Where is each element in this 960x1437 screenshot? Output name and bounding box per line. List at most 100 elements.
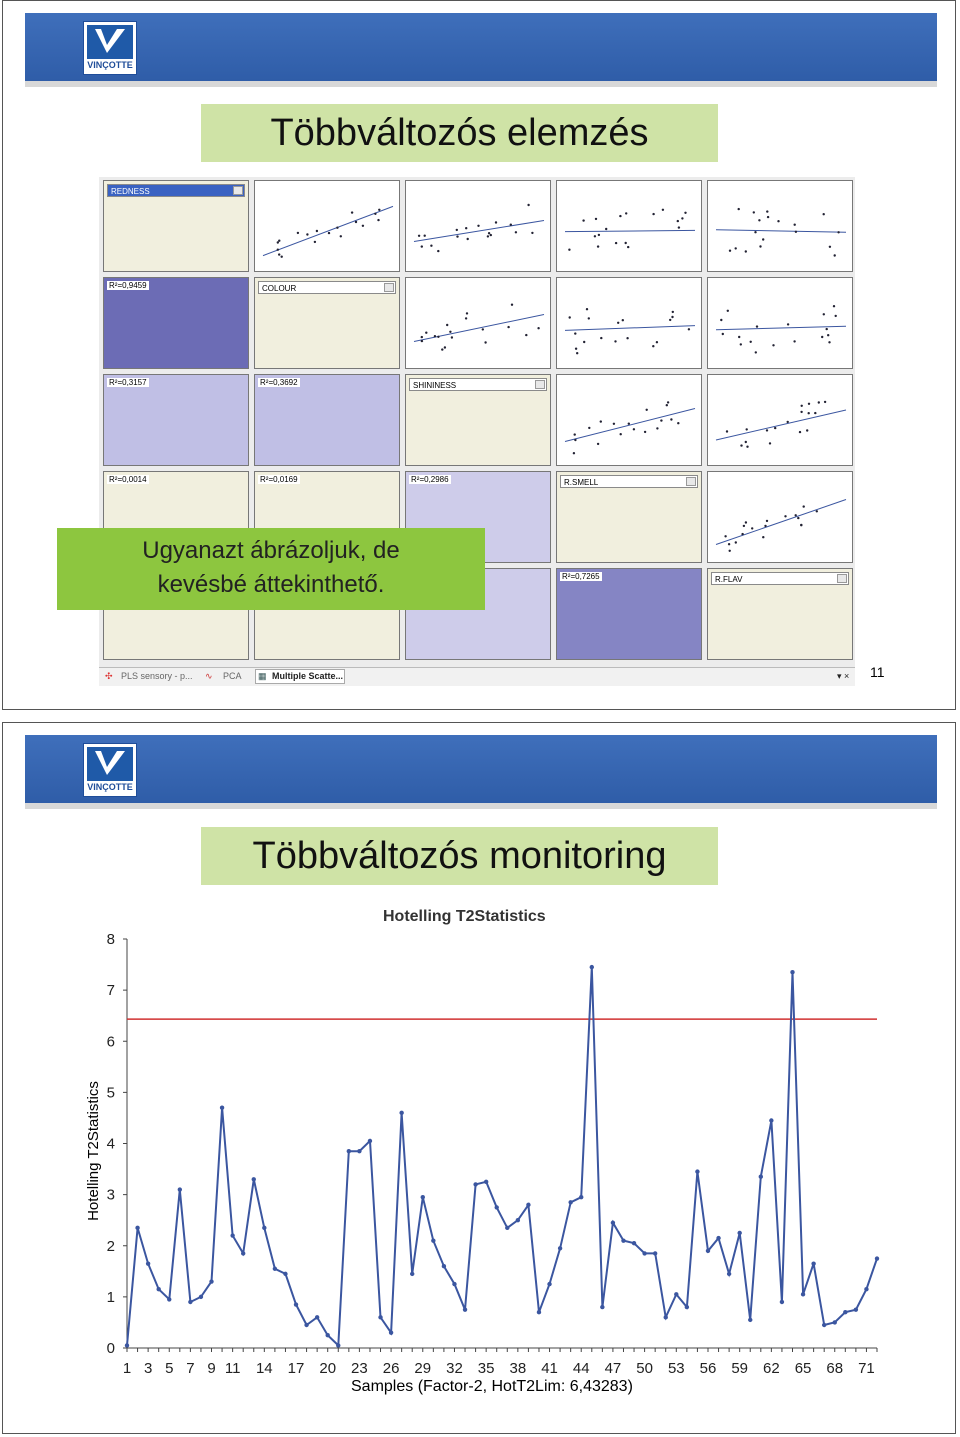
- data-point: [705, 1248, 711, 1254]
- scatter-point: [574, 438, 577, 442]
- data-point: [790, 970, 795, 975]
- trend-line: [715, 229, 847, 233]
- scatter-point: [361, 224, 365, 227]
- data-point: [124, 1343, 130, 1348]
- scatter-point: [800, 410, 803, 414]
- taskbar-tab-pls[interactable]: PLS sensory - p...: [121, 671, 193, 681]
- data-point: [177, 1187, 183, 1192]
- data-point: [251, 1177, 256, 1182]
- scatter-point: [752, 211, 755, 214]
- scatter-point: [464, 317, 468, 320]
- scatter-point: [619, 214, 622, 218]
- scatter-point: [627, 422, 630, 425]
- scatter-point: [755, 325, 759, 328]
- x-tick-label: 20: [319, 1360, 336, 1377]
- scatter-point: [777, 220, 780, 223]
- data-point: [610, 1220, 616, 1225]
- scatter-point: [656, 427, 659, 430]
- mini-scatter: [405, 277, 551, 369]
- scatter-point: [759, 245, 762, 248]
- x-tick-label: 23: [351, 1360, 368, 1377]
- variable-select[interactable]: R.FLAV: [711, 572, 849, 585]
- chevron-down-icon[interactable]: [837, 574, 847, 583]
- variable-select[interactable]: COLOUR: [258, 281, 396, 294]
- scatter-point: [734, 541, 737, 544]
- scatter-point: [828, 245, 832, 248]
- x-axis-title: Samples (Factor-2, HotT2Lim: 6,43283): [351, 1378, 633, 1395]
- y-tick-label: 8: [107, 931, 115, 948]
- scatter-point: [764, 524, 767, 528]
- chart-title: Hotelling T2Statistics: [383, 908, 546, 925]
- x-tick-label: 9: [207, 1360, 215, 1377]
- scatter-point: [786, 420, 789, 424]
- data-point: [483, 1179, 489, 1185]
- variable-select[interactable]: REDNESS: [107, 184, 245, 197]
- data-point: [357, 1148, 362, 1154]
- y-tick-label: 6: [107, 1033, 115, 1050]
- data-point: [336, 1343, 341, 1348]
- y-tick-label: 1: [107, 1289, 115, 1306]
- scatter-point: [793, 340, 796, 343]
- scatter-point: [762, 536, 765, 539]
- scatter-point: [758, 219, 761, 222]
- data-point: [431, 1238, 436, 1243]
- taskbar-controls[interactable]: ▾ ×: [837, 671, 850, 681]
- x-tick-label: 62: [763, 1360, 780, 1377]
- scatter-point: [765, 429, 769, 432]
- scatter-app-icon: ✣: [105, 671, 113, 681]
- scatter-point: [625, 212, 628, 215]
- chevron-down-icon[interactable]: [686, 477, 696, 486]
- combo-label: R.FLAV: [715, 575, 743, 584]
- mini-scatter: [405, 180, 551, 272]
- chevron-down-icon[interactable]: [535, 380, 545, 389]
- data-point: [219, 1105, 225, 1110]
- x-tick-label: 44: [573, 1360, 590, 1377]
- scatter-point: [621, 319, 624, 322]
- data-point: [726, 1271, 732, 1277]
- scatter-point: [507, 325, 510, 329]
- data-point: [293, 1302, 299, 1307]
- r2-label: R²=0,2986: [409, 475, 451, 484]
- scatter-point: [437, 335, 440, 338]
- scatter-point: [336, 226, 339, 229]
- scatter-point: [617, 321, 620, 324]
- data-point: [399, 1110, 404, 1116]
- taskbar-tab-active[interactable]: ▦ Multiple Scatte...: [255, 669, 345, 684]
- page-title: Többváltozós monitoring: [201, 827, 718, 885]
- scatter-point: [817, 401, 820, 404]
- scatter-point: [313, 240, 317, 244]
- data-point: [589, 964, 594, 970]
- r2-label: R²=0,0169: [258, 475, 300, 484]
- scatter-point: [727, 543, 731, 546]
- matrix-cell: COLOUR: [254, 277, 400, 369]
- variable-select[interactable]: R.SMELL: [560, 475, 698, 488]
- scatter-point: [754, 351, 757, 354]
- page-title: Többváltozós elemzés: [201, 104, 718, 162]
- data-point: [378, 1315, 383, 1320]
- mini-scatter-plot: [262, 205, 394, 258]
- data-point: [800, 1292, 806, 1297]
- scatter-point: [802, 505, 805, 508]
- data-point: [505, 1225, 510, 1231]
- scatter-point: [720, 318, 723, 322]
- variable-select[interactable]: SHININESS: [409, 378, 547, 391]
- scatter-point: [721, 332, 724, 336]
- data-point: [167, 1297, 172, 1302]
- chevron-down-icon[interactable]: [233, 186, 243, 195]
- scatter-point: [572, 452, 576, 455]
- data-point: [135, 1225, 140, 1231]
- mini-scatter: [254, 180, 400, 272]
- scatter-point: [568, 248, 571, 251]
- data-point: [811, 1261, 816, 1266]
- scatter-point: [834, 314, 837, 318]
- data-point: [230, 1233, 235, 1238]
- data-point: [663, 1315, 668, 1320]
- combo-label: SHININESS: [413, 381, 457, 390]
- data-point: [642, 1251, 647, 1256]
- scatter-point: [374, 212, 377, 215]
- scatter-matrix: REDNESS R²=0,9459 COLOUR R²=0,3157 R²=0,…: [99, 177, 855, 667]
- chevron-down-icon[interactable]: [384, 283, 394, 292]
- scatter-point: [481, 328, 484, 331]
- taskbar-tab-pca[interactable]: PCA: [223, 671, 242, 681]
- scatter-point: [443, 346, 447, 349]
